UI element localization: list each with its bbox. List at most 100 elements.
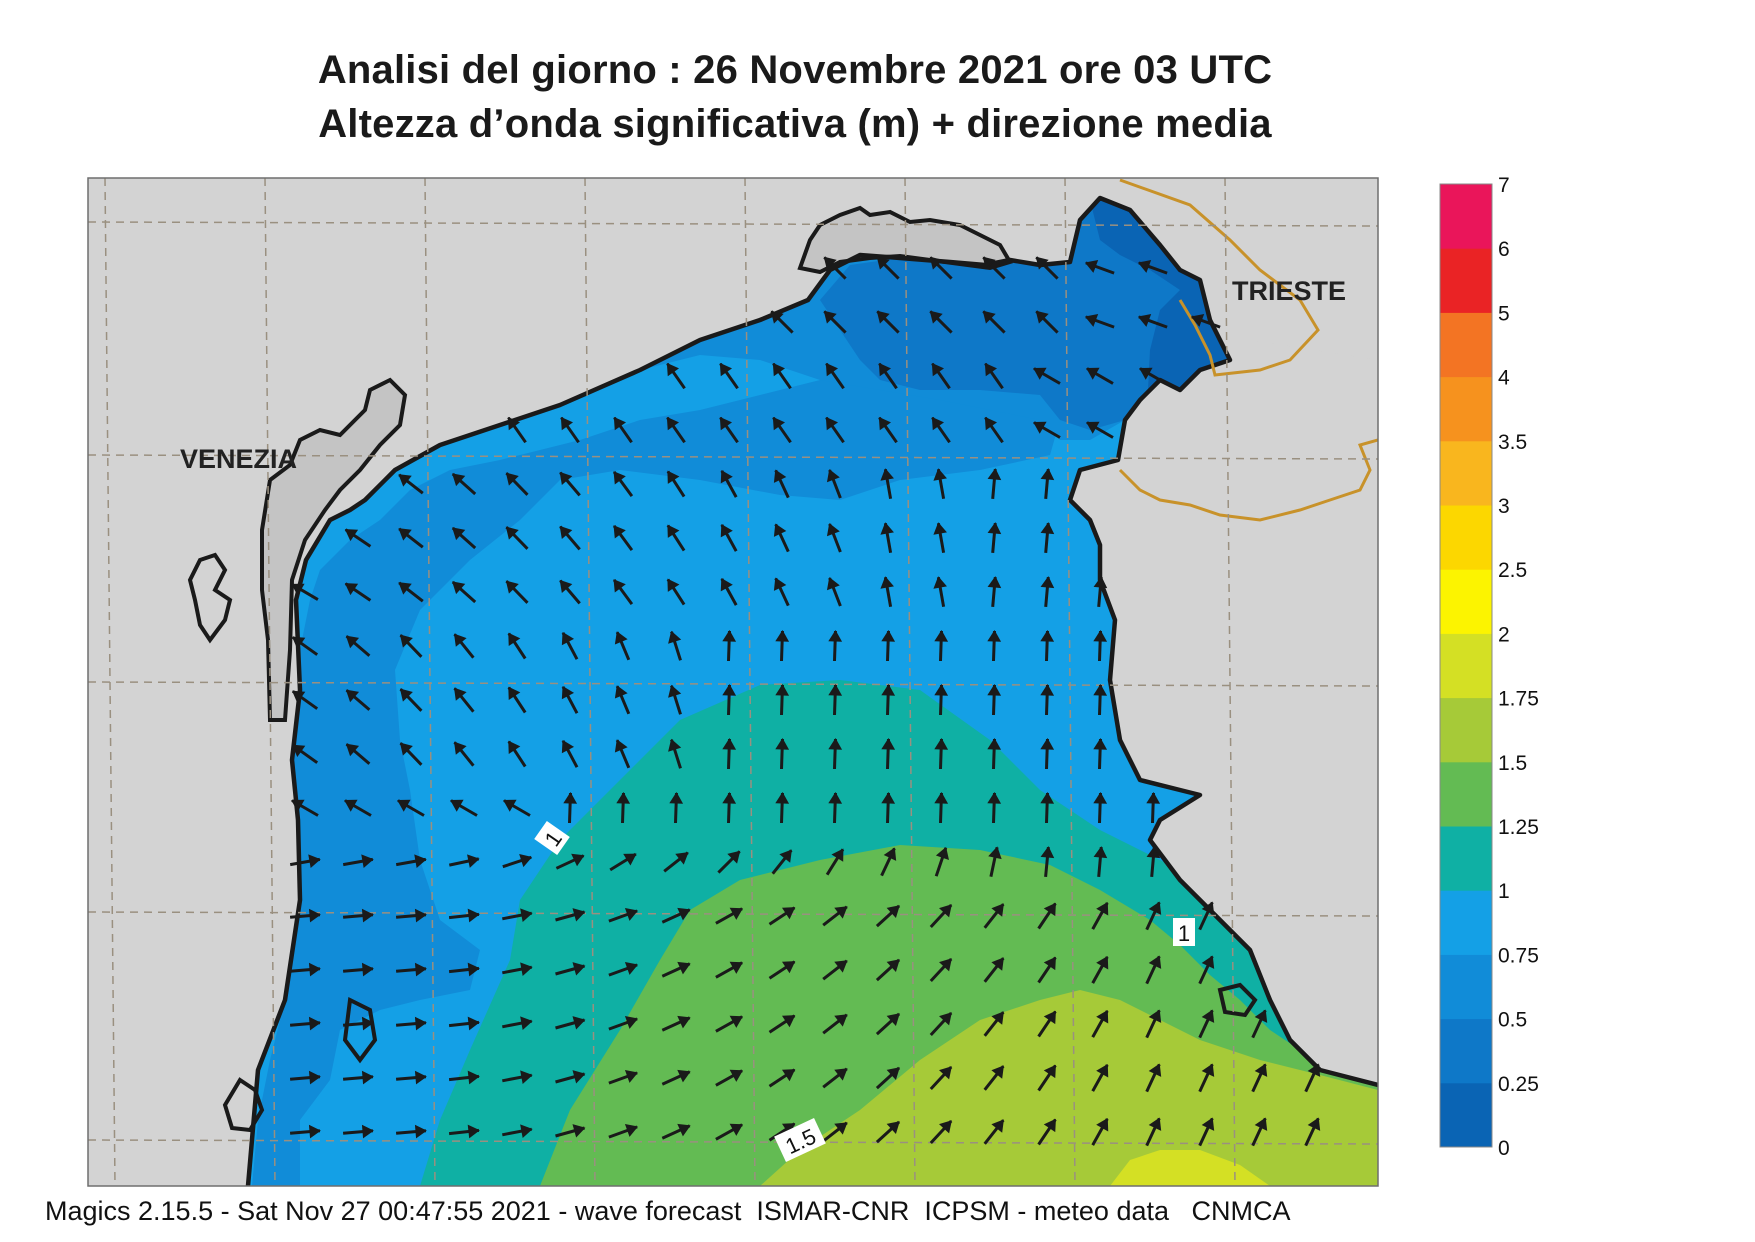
map-body (88, 178, 1378, 1186)
wave-arrow-head (933, 468, 947, 481)
wave-arrow-head (308, 962, 321, 977)
wave-arrow-head (623, 853, 637, 866)
legend-label: 2 (1498, 623, 1510, 646)
wave-arrow-head (834, 960, 848, 973)
wave-arrow-head (939, 904, 952, 918)
wave-arrow-head (308, 908, 321, 923)
wave-arrow-head (508, 686, 521, 701)
wave-arrow-head (834, 1068, 848, 1081)
legend-label: 1 (1498, 880, 1510, 903)
wave-arrow-head (987, 738, 1002, 750)
sea-band-05-075 (252, 290, 1060, 1186)
wave-arrow-head (722, 792, 737, 804)
wave-arrow-head (828, 630, 843, 642)
wave-arrow-head (773, 469, 787, 483)
wave-arrow-head (467, 854, 480, 868)
wave-arrow-head (826, 577, 840, 591)
legend-swatch (1440, 312, 1492, 378)
wave-arrow-head (1040, 792, 1055, 804)
wave-arrow-head (414, 854, 427, 868)
wave-arrow-head (931, 362, 945, 377)
wave-arrow-head (823, 310, 837, 324)
wave-arrow-head (1148, 901, 1162, 915)
wave-arrow-head (934, 738, 949, 750)
coastline (245, 195, 1378, 1186)
wave-arrow-head (559, 579, 573, 594)
wave-arrow-head (559, 471, 573, 486)
meridian-line (1224, 178, 1236, 1186)
wave-arrow-head (452, 581, 466, 595)
inland-water-4 (1217, 982, 1258, 1018)
wave-arrow-head (881, 684, 896, 696)
wave-arrow-head (667, 524, 680, 538)
legend-swatch (1440, 954, 1492, 1020)
wave-arrow-head (572, 908, 586, 922)
wave-arrow-head (345, 689, 360, 703)
wave-arrow-head (292, 636, 306, 650)
wave-arrow-head (614, 685, 628, 699)
wave-arrow-head (624, 908, 639, 921)
wave-arrow-head (775, 630, 790, 642)
wave-arrow-head (1307, 1063, 1321, 1077)
wave-arrow-head (987, 522, 1002, 535)
wave-arrow-head (1148, 1009, 1162, 1023)
wave-arrow-head (308, 1016, 321, 1031)
map-subtitle: Altezza d’onda significativa (m) + direz… (318, 102, 1272, 146)
wave-arrow-head (453, 741, 467, 755)
national-border (1118, 178, 1378, 522)
wave-arrow-head (453, 633, 467, 647)
legend-swatch (1440, 569, 1492, 634)
wave-arrow-head (1201, 1009, 1215, 1023)
legend-label: 2.5 (1498, 559, 1527, 582)
wave-arrow-head (939, 1120, 952, 1134)
wave-arrow-head (982, 256, 996, 270)
wave-arrow-head (361, 962, 374, 977)
wave-arrow-head (677, 961, 691, 975)
wave-arrow-head (781, 907, 796, 920)
legend-label: 5 (1498, 302, 1510, 325)
wave-arrow-head (677, 1069, 691, 1083)
wave-arrow-head (1040, 684, 1055, 696)
wave-arrow-head (729, 1015, 743, 1028)
wave-arrow-head (1307, 1117, 1321, 1131)
footer-credits: Magics 2.15.5 - Sat Nov 27 00:47:55 2021… (45, 1196, 1291, 1226)
wave-arrow-head (939, 958, 952, 972)
wave-arrow-head (775, 792, 790, 804)
wave-arrow-head (398, 474, 412, 487)
legend-label: 0.5 (1498, 1009, 1527, 1032)
land-north (88, 178, 1378, 1186)
wave-arrow-head (1043, 1118, 1056, 1133)
wave-arrow-head (1093, 792, 1108, 804)
wave-arrow-head (450, 799, 464, 812)
wave-arrow-head (880, 468, 894, 481)
wave-arrow-head (572, 962, 586, 976)
wave-arrow-head (467, 908, 480, 923)
wave-arrow-head (1043, 902, 1056, 917)
wave-arrow-head (505, 472, 519, 486)
wave-arrow-head (572, 1124, 586, 1138)
wave-arrow-head (987, 792, 1002, 804)
wave-arrow-head (1033, 367, 1047, 380)
wave-arrow-head (828, 684, 843, 696)
legend-swatch (1440, 440, 1492, 506)
wave-arrow-head (613, 579, 626, 593)
wave-arrow-head (779, 849, 792, 863)
wave-arrow-head (1043, 1010, 1056, 1025)
wave-arrow-head (929, 256, 943, 270)
wave-arrow-head (722, 738, 737, 750)
wave-arrow-head (881, 630, 896, 642)
wave-arrow-head (826, 469, 840, 483)
wave-arrow-head (987, 576, 1002, 589)
wave-arrow-head (991, 1065, 1004, 1079)
wave-arrow-head (399, 742, 413, 756)
wave-arrow-head (991, 957, 1004, 971)
legend-swatch (1440, 890, 1492, 955)
wave-arrow-head (719, 416, 733, 431)
wave-arrow-head (399, 688, 413, 702)
wave-arrow-head (933, 576, 947, 589)
wave-arrow-head (722, 630, 737, 642)
wave-arrow-head (668, 738, 682, 752)
wave-arrow-head (613, 416, 627, 431)
wave-arrow-head (361, 1070, 374, 1085)
wave-arrow-head (1084, 260, 1099, 273)
